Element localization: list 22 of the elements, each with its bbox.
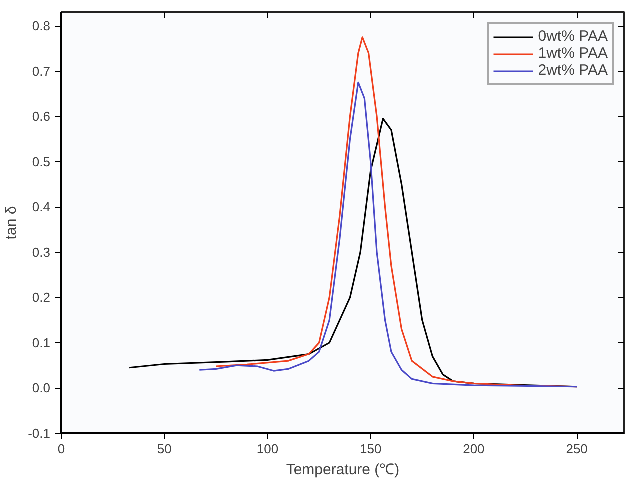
legend-label: 2wt% PAA [538, 62, 608, 79]
line-series [198, 82, 578, 388]
y-tick-label: 0.1 [32, 335, 51, 350]
y-axis-title: tan δ [3, 206, 20, 240]
legend-label: 1wt% PAA [538, 45, 608, 62]
y-tick-label: 0.5 [32, 154, 51, 170]
y-tick-label: 0.0 [32, 380, 51, 396]
x-tick-label: 200 [463, 442, 485, 456]
x-tick-label: 250 [566, 442, 588, 456]
y-tick-label: 0.6 [32, 109, 51, 124]
y-tick-label: 0.8 [32, 18, 51, 34]
y-tick-label: 0.2 [32, 290, 51, 306]
x-tick-label: 100 [256, 442, 279, 456]
y-tick-label: -0.1 [28, 426, 51, 441]
x-tick-label: 50 [157, 442, 172, 456]
x-axis-title: Temperature (℃) [286, 462, 400, 478]
x-tick-label: 0 [58, 442, 66, 456]
legend-label: 0wt% PAA [538, 28, 608, 45]
y-tick-label: 0.3 [32, 244, 51, 260]
y-tick-label: 0.7 [32, 64, 51, 79]
y-tick-label: 0.4 [32, 200, 51, 215]
x-tick-label: 150 [360, 442, 382, 456]
